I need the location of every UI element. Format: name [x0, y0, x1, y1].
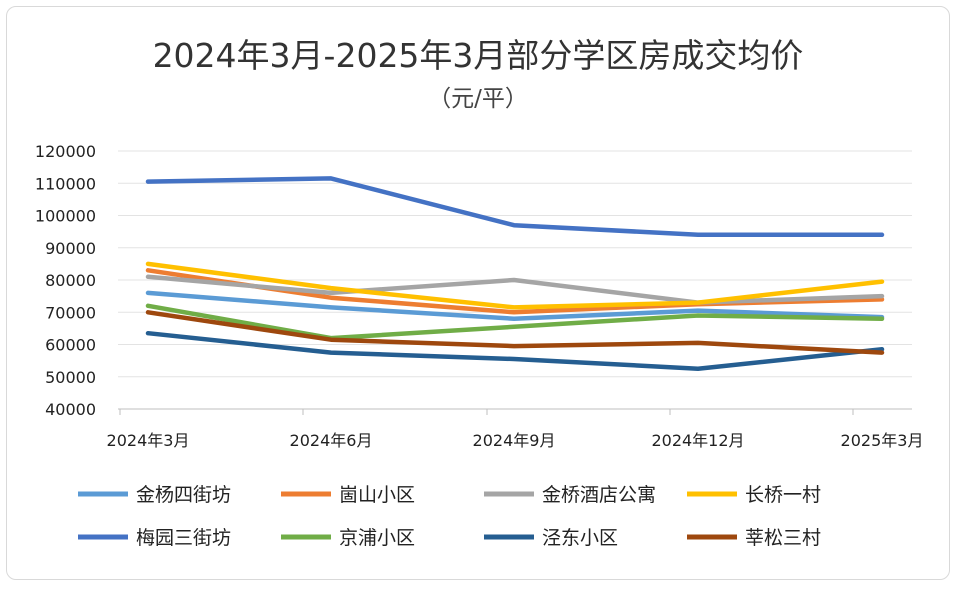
x-tick-label: 2024年12月	[651, 431, 744, 450]
legend-label: 莘松三村	[745, 527, 821, 549]
y-tick-label: 90000	[45, 239, 96, 258]
legend-label: 金杨四街坊	[136, 484, 231, 506]
series-line	[145, 176, 885, 238]
x-tick-label: 2024年6月	[290, 431, 373, 450]
series-lines	[145, 176, 885, 371]
x-tick-label: 2025年3月	[841, 431, 924, 450]
y-tick-label: 80000	[45, 271, 96, 290]
y-tick-label: 40000	[45, 400, 96, 419]
chart-subtitle: （元/平）	[428, 86, 528, 112]
y-tick-label: 70000	[45, 303, 96, 322]
x-axis-ticks: 2024年3月 2024年6月 2024年9月 2024年12月 2025年3月	[107, 409, 924, 450]
series-line	[145, 310, 885, 355]
legend-label: 泾东小区	[542, 527, 618, 549]
series-line	[145, 290, 885, 321]
y-tick-label: 120000	[35, 142, 96, 161]
series-line	[145, 303, 885, 341]
y-tick-label: 50000	[45, 368, 96, 387]
x-tick-label: 2024年3月	[107, 431, 190, 450]
y-axis-ticks: 120000 110000 100000 90000 80000 70000 60000 50…	[35, 142, 96, 419]
series-line	[145, 330, 885, 371]
legend-label: 崮山小区	[339, 484, 415, 506]
series-line	[145, 274, 885, 305]
chart-title: 2024年3月-2025年3月部分学区房成交均价	[153, 36, 804, 75]
y-tick-label: 110000	[35, 174, 96, 193]
legend-label: 京浦小区	[339, 527, 415, 549]
y-tick-label: 60000	[45, 336, 96, 355]
legend-label: 长桥一村	[745, 484, 821, 506]
y-tick-label: 100000	[35, 207, 96, 226]
x-tick-label: 2024年9月	[473, 431, 556, 450]
legend-label: 梅园三街坊	[136, 527, 231, 549]
legend-label: 金桥酒店公寓	[542, 484, 656, 506]
series-line	[145, 261, 885, 310]
